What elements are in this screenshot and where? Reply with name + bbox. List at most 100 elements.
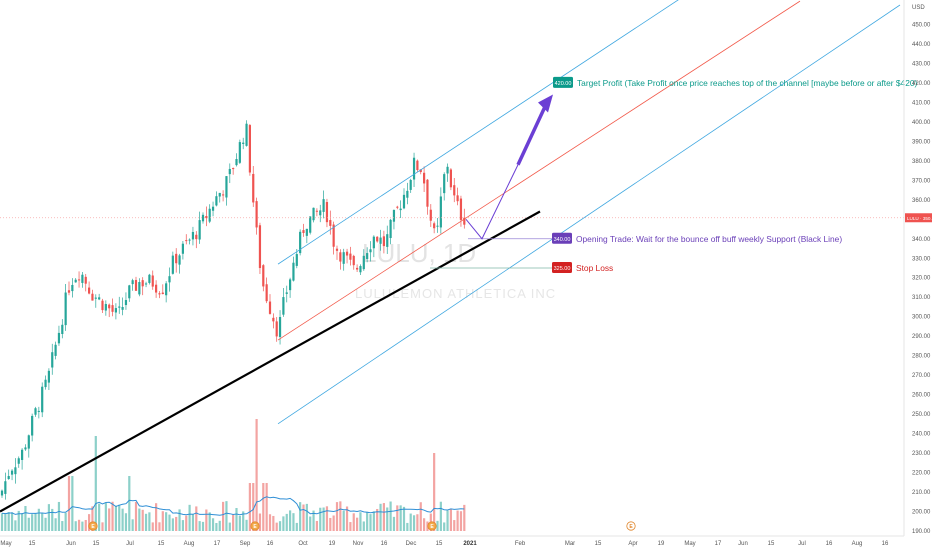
volume-bar [205,509,208,531]
volume-bar [392,516,396,531]
target-arrow-shaft [516,103,548,166]
volume-bar [121,508,124,531]
volume-bar [124,513,128,531]
price-axis[interactable]: 190.00 200.00 210.00 220.00 230.00 240.00 250.… [903,0,932,536]
volume-bar [175,516,178,531]
candle-body [416,160,419,171]
volume-bar [57,501,61,531]
price-tick-label: 400.00 [912,120,931,126]
candle-body [289,279,292,291]
candle-body [141,280,144,287]
candle-body [248,125,251,173]
volume-bar [178,509,181,531]
candle-body [185,240,188,242]
candle-body [449,169,452,188]
candle-body [208,208,211,222]
volume-bar [319,507,322,531]
candle-body [44,379,47,388]
volume-bar [396,505,399,531]
annotations[interactable]: 420.00 Target Profit (Take Profit once pr… [552,76,918,273]
volume-bar [433,453,436,531]
candle-body [215,196,218,206]
candle-body [232,168,235,170]
candle-body [446,166,449,174]
candle-body [329,220,332,226]
candle-body [17,458,20,464]
time-axis[interactable]: May 15 Jun 15 Jul 15 Aug 17 Sep 16 Oct 19 Nov 16 Dec 15… [0,535,904,547]
volume-bar [449,508,452,531]
volume-bar [289,510,292,531]
candle-body [222,194,225,196]
time-tick-label: Oct [298,541,308,547]
candle-body [369,249,372,253]
drawing-lines[interactable] [0,0,904,513]
volume-bar [362,521,365,531]
time-tick-label: 2021 [463,541,477,547]
candle-body [24,447,27,450]
candle-body [104,304,107,311]
earnings-event-icon [427,521,437,531]
time-tick-label: 17 [715,541,722,547]
volume-bar [158,522,161,531]
volume-bar [77,519,81,531]
volume-bar [352,513,355,531]
opening-trade-annotation-text: Opening Trade: Wait for the bounce off b… [576,234,842,244]
candle-body [399,208,402,211]
volume-bar [386,507,389,531]
volume-bar [188,504,191,531]
volume-bar [211,518,215,531]
candle-body [205,216,208,219]
volume-bar [34,513,37,531]
volume-bar [322,507,325,531]
volume-bar [252,483,255,531]
volume-bar [299,502,302,531]
price-tick-label: 270.00 [912,373,931,379]
earnings-event-glyph: E [253,524,257,530]
volume-bar [218,520,221,531]
volume-bar [74,521,77,531]
candle-body [64,292,67,326]
price-tick-label: 410.00 [912,100,931,106]
target-badge [553,76,573,88]
candle-body [429,209,432,221]
candle-body [382,236,385,247]
price-tick-label: 440.00 [912,42,931,48]
volume-bar [225,501,228,531]
candle-body [238,142,241,163]
candle-body [228,168,231,175]
candle-body [389,219,392,239]
volume-bar [67,476,71,531]
volume-bar [382,503,385,531]
time-tick-label: 15 [436,541,443,547]
price-tick-label: 200.00 [912,510,931,516]
volume-bar [456,510,459,531]
time-tick-label: May [684,541,695,547]
watermark-main: LULU, 1D [362,238,476,268]
price-tick-label: 240.00 [912,432,931,438]
volume-bar [409,513,412,531]
candle-body [362,255,365,270]
volume-bar [61,521,64,531]
time-tick-label: Aug [184,541,195,547]
volume-bar [345,506,349,531]
candle-body [51,352,54,368]
volume-bar [171,518,174,531]
volume-bar [278,521,282,531]
candle-body [312,207,315,221]
volume-bar [453,520,456,531]
candle-body [258,225,262,269]
volume-bar [181,520,184,531]
volume-bars [0,419,466,531]
price-tick-label: 290.00 [912,334,931,340]
candle-body [111,305,114,312]
candle-body [282,297,285,315]
volume-bar [379,503,382,531]
volume-bar [24,505,27,531]
volume-bar [131,519,134,531]
volume-bar [339,501,342,531]
volume-bar [302,504,305,531]
candle-body [191,231,195,240]
candle-body [335,248,339,251]
